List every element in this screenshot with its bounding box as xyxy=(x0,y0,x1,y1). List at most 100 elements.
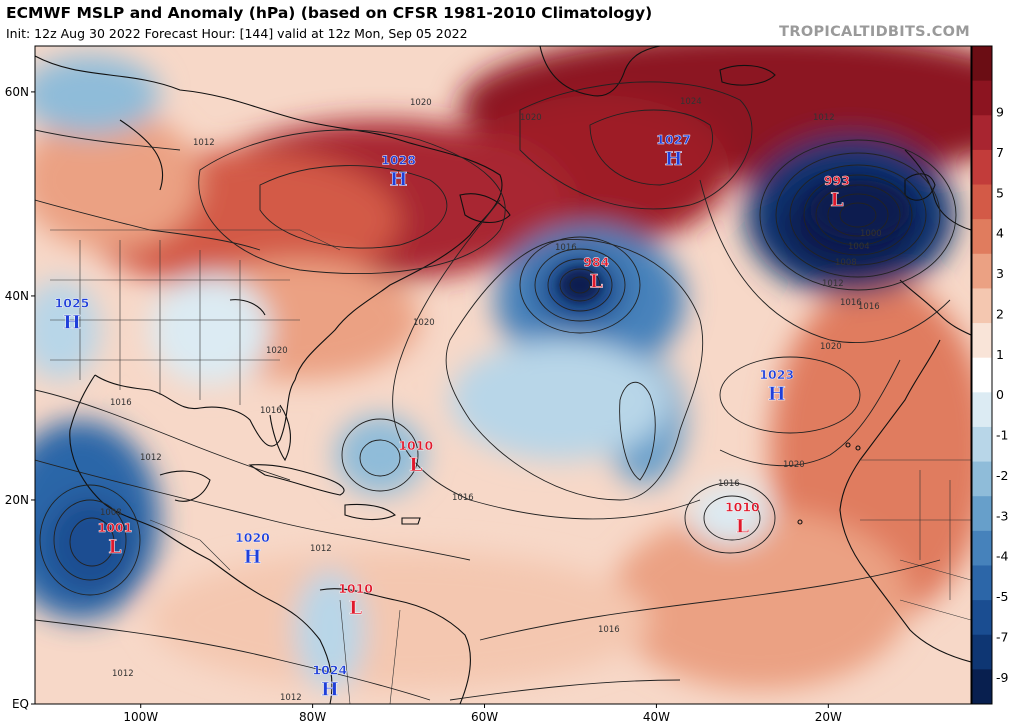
high-symbol: H xyxy=(768,383,786,405)
lon-label: 40W xyxy=(643,710,670,724)
isobar-label: 1016 xyxy=(555,243,577,253)
lat-label: 40N xyxy=(5,289,29,303)
low-symbol: L xyxy=(409,454,422,476)
colorbar-swatch xyxy=(972,46,992,82)
isobar-label: 1008 xyxy=(100,508,122,518)
anomaly-colorbar: 9 7 5 4 3 2 1 0 -1 -2 -3 -4 -5 -7 -9 xyxy=(971,45,1009,705)
borders xyxy=(50,229,971,704)
colorbar-label: 2 xyxy=(996,306,1004,321)
colorbar-label: 9 xyxy=(996,105,1004,120)
high-symbol: H xyxy=(390,169,408,191)
colorbar-swatch xyxy=(972,357,992,393)
colorbar-frame xyxy=(971,45,993,705)
colorbar-swatch xyxy=(972,496,992,532)
pressure-value: 1027 xyxy=(656,132,691,147)
colorbar-label: -7 xyxy=(996,629,1008,644)
lon-label: 80W xyxy=(299,710,326,724)
colorbar-label: 4 xyxy=(996,226,1004,241)
isobar-label: 1016 xyxy=(110,398,132,408)
isobar-label: 1004 xyxy=(848,242,870,252)
isobar-label: 1012 xyxy=(193,138,215,148)
pressure-centers: 1028H1027H993L984L1025H1023H1010L1010L10… xyxy=(54,132,850,701)
colorbar-label: -5 xyxy=(996,589,1008,604)
isobar-label: 1012 xyxy=(280,693,302,703)
pressure-value: 1020 xyxy=(235,530,270,545)
colorbar-label: -9 xyxy=(996,670,1009,685)
colorbar-swatch xyxy=(972,323,992,359)
isobar-label: 1016 xyxy=(718,479,740,489)
isobar-label: 1012 xyxy=(813,113,835,123)
low-symbol: L xyxy=(108,536,121,558)
colorbar-swatch xyxy=(972,288,992,324)
pressure-value: 1025 xyxy=(55,295,90,310)
isobar-label: 1016 xyxy=(858,302,880,312)
lon-label: 60W xyxy=(471,710,498,724)
isobar-label: 1012 xyxy=(140,453,162,463)
map-title: ECMWF MSLP and Anomaly (hPa) (based on C… xyxy=(6,4,653,22)
pressure-value: 1010 xyxy=(398,438,433,453)
colorbar-swatch xyxy=(972,565,992,601)
isobar-label: 1020 xyxy=(820,342,842,352)
isobar-label: 1016 xyxy=(260,406,282,416)
isobar-label: 1020 xyxy=(410,98,432,108)
high-symbol: H xyxy=(321,679,339,701)
isobar-label: 1012 xyxy=(112,669,134,679)
lon-label: 20W xyxy=(815,710,842,724)
map-subtitle: Init: 12z Aug 30 2022 Forecast Hour: [14… xyxy=(6,26,468,41)
low-symbol: L xyxy=(590,271,603,293)
isobars xyxy=(35,81,957,701)
colorbar-swatch xyxy=(972,634,992,670)
colorbar-label: 3 xyxy=(996,266,1004,281)
source-credit: TROPICALTIDBITS.COM xyxy=(779,24,970,40)
high-symbol: H xyxy=(665,148,683,170)
colorbar-swatch xyxy=(972,461,992,497)
isobar-label: 1012 xyxy=(310,544,332,554)
isobar-labels: 1012 1020 1020 1016 1012 1020 1016 1012 … xyxy=(100,97,882,703)
lat-label: EQ xyxy=(12,697,29,711)
high-symbol: H xyxy=(243,546,261,568)
map-frame xyxy=(34,45,972,705)
colorbar-swatch xyxy=(972,253,992,289)
pressure-value: 1023 xyxy=(759,367,794,382)
pressure-value: 1024 xyxy=(312,663,347,678)
longitude-axis: 100W 80W 60W 40W 20W xyxy=(123,704,842,724)
colorbar-label: 7 xyxy=(996,145,1004,160)
isobar-label: 1016 xyxy=(598,625,620,635)
colorbar-label: 0 xyxy=(996,387,1004,402)
isobar-label: 1020 xyxy=(783,460,805,470)
latitude-axis: 60N 40N 20N EQ xyxy=(5,85,35,711)
pressure-value: 1010 xyxy=(338,581,373,596)
colorbar-swatch xyxy=(972,149,992,186)
isobar-label: 1008 xyxy=(835,258,857,268)
isobar-label: 1016 xyxy=(452,493,474,503)
high-symbol: H xyxy=(63,311,81,333)
pressure-value: 1010 xyxy=(725,499,760,514)
pressure-value: 1028 xyxy=(381,153,416,168)
low-symbol: L xyxy=(736,515,749,537)
isobar-label: 1020 xyxy=(413,318,435,328)
anomaly-field xyxy=(35,46,971,704)
isobar-label: 1000 xyxy=(860,229,882,239)
isobar-label: 1020 xyxy=(520,113,542,123)
low-symbol: L xyxy=(830,189,843,211)
lat-label: 60N xyxy=(5,85,29,99)
colorbar-swatch xyxy=(972,669,992,705)
colorbar-label: -3 xyxy=(996,508,1008,523)
isobar-label: 1020 xyxy=(266,346,288,356)
lat-label: 20N xyxy=(5,493,29,507)
pressure-value: 1001 xyxy=(98,520,133,535)
colorbar-label: -2 xyxy=(996,468,1008,483)
low-symbol: L xyxy=(349,597,362,619)
